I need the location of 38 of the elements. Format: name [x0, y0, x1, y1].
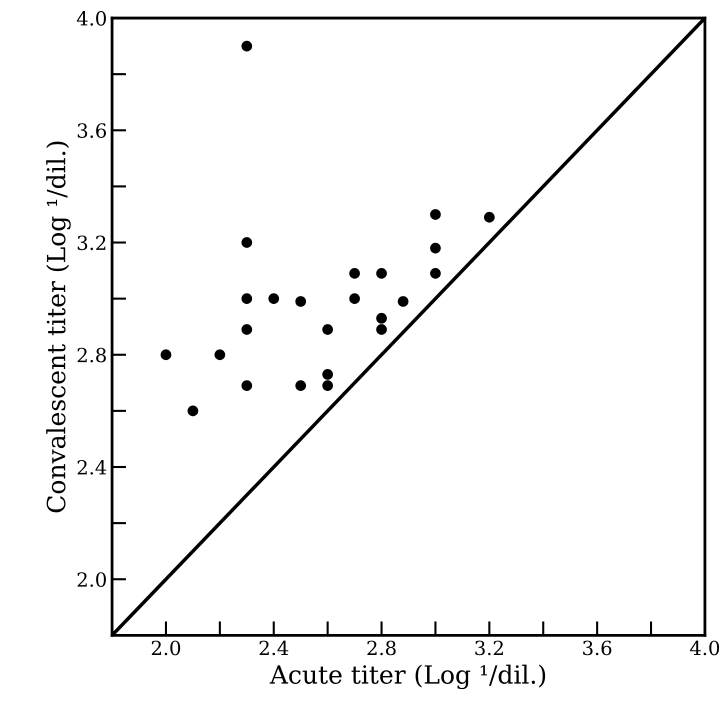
point — [188, 406, 198, 416]
x-tick-label: 2.8 — [367, 640, 396, 656]
point — [241, 324, 252, 335]
point — [376, 312, 387, 324]
y-tick-label: 2.0 — [78, 572, 106, 587]
point — [241, 237, 252, 248]
point — [430, 242, 441, 254]
point — [295, 380, 306, 391]
point — [160, 349, 172, 360]
x-tick-label: 4.0 — [690, 640, 720, 656]
point — [430, 268, 441, 279]
point — [295, 296, 306, 307]
point — [349, 268, 360, 279]
point — [484, 212, 495, 223]
x-tick-label: 3.6 — [583, 640, 612, 656]
point — [322, 369, 334, 380]
point — [349, 293, 360, 304]
y-tick-label: 2.8 — [78, 348, 106, 362]
point — [214, 349, 226, 360]
y-tick-label: 4.0 — [76, 11, 106, 26]
y-tick-label: 3.6 — [78, 123, 106, 138]
point — [241, 40, 252, 52]
x-tick-label: 2.4 — [260, 640, 288, 656]
point — [241, 380, 252, 391]
x-tick-label: 3.2 — [475, 640, 503, 656]
point — [322, 380, 334, 391]
y-tick-label: 3.2 — [78, 235, 106, 250]
point — [430, 209, 441, 220]
point — [268, 293, 280, 304]
point — [376, 268, 387, 279]
y-axis-title: Convalescent titer (Log ¹/dil.) — [46, 142, 71, 512]
y-tick-label: 2.4 — [78, 460, 106, 475]
point — [241, 293, 252, 304]
x-axis-title: Acute titer (Log ¹/dil.) — [270, 664, 546, 690]
x-tick-label: 2.0 — [152, 640, 180, 656]
point — [398, 296, 408, 307]
point — [376, 324, 387, 335]
point — [322, 324, 334, 335]
